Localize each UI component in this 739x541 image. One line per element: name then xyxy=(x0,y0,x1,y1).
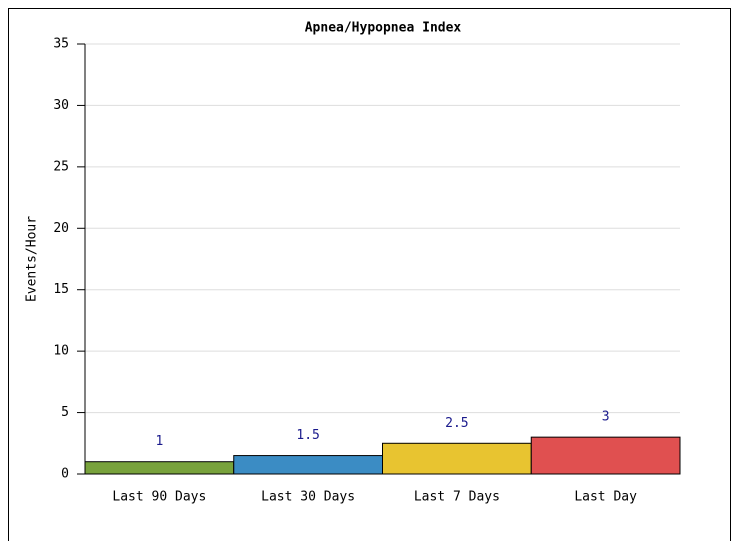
bar xyxy=(530,436,681,475)
bar xyxy=(233,455,383,475)
x-tick-label: Last 90 Days xyxy=(112,490,206,505)
x-tick-label: Last Day xyxy=(574,490,637,505)
data-label: 1 xyxy=(155,434,163,449)
data-label: 3 xyxy=(602,410,610,425)
data-label: 1.5 xyxy=(296,428,319,443)
data-label: 2.5 xyxy=(445,416,468,431)
chart-title: Apnea/Hypopnea Index xyxy=(305,21,462,36)
y-tick-label: 20 xyxy=(53,221,69,236)
y-tick-label: 15 xyxy=(53,282,69,297)
y-tick-label: 25 xyxy=(53,159,69,174)
y-tick-label: 30 xyxy=(53,98,69,113)
y-tick-label: 35 xyxy=(53,37,69,52)
y-tick-label: 5 xyxy=(61,405,69,420)
bar xyxy=(84,461,235,475)
y-axis-label: Events/Hour xyxy=(25,216,40,302)
y-tick-label: 0 xyxy=(61,467,69,482)
x-tick-label: Last 7 Days xyxy=(414,490,500,505)
x-tick-label: Last 30 Days xyxy=(261,490,355,505)
bar xyxy=(382,442,532,475)
y-tick-label: 10 xyxy=(53,344,69,359)
